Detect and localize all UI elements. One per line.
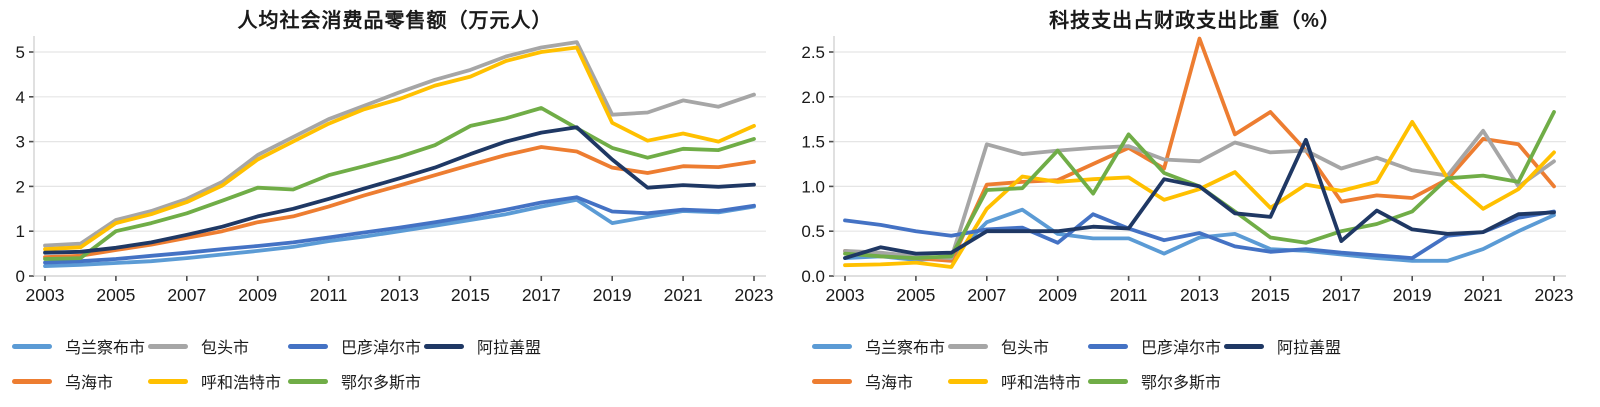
x-tick-label: 2009 [1038, 285, 1077, 305]
series-line [43, 195, 756, 265]
x-tick-label: 2023 [1535, 285, 1574, 305]
legend-item: 包头市 [948, 334, 1088, 358]
x-tick-label: 2013 [1180, 285, 1219, 305]
legend-item: 乌兰察布市 [12, 334, 148, 358]
y-tick-label: 2.0 [801, 88, 825, 107]
x-tick-label: 2003 [826, 285, 865, 305]
legend-label: 乌海市 [865, 375, 914, 392]
legend-label: 乌海市 [65, 375, 114, 392]
legend-label: 阿拉善盟 [1277, 340, 1342, 357]
chart-title-tech-spending: 科技支出占财政支出比重（%） [1049, 10, 1341, 32]
x-tick-label: 2023 [735, 285, 774, 305]
legend-tech-spending: 乌兰察布市 包头市 巴彦淖尔市 阿拉善盟乌海市 呼和浩特市 鄂尔多斯市 [812, 334, 1341, 393]
x-tick-label: 2017 [522, 285, 561, 305]
legend-item: 鄂尔多斯市 [288, 369, 424, 393]
legend-swatch-icon [812, 343, 852, 349]
legend-label: 阿拉善盟 [477, 340, 542, 357]
x-tick-label: 2013 [380, 285, 419, 305]
legend-swatch-icon [812, 378, 852, 384]
legend-label: 鄂尔多斯市 [341, 375, 422, 392]
x-tick-label: 2019 [593, 285, 632, 305]
legend-item: 呼和浩特市 [148, 369, 288, 393]
legend-label: 乌兰察布市 [65, 340, 146, 357]
legend-label: 乌兰察布市 [865, 340, 946, 357]
legend-swatch-icon [148, 343, 188, 349]
y-tick-label: 2.5 [801, 43, 825, 62]
legend-item: 乌海市 [812, 369, 948, 393]
legend-swatch-icon [1088, 378, 1128, 384]
y-tick-label: 0.0 [801, 267, 825, 286]
legend-item: 呼和浩特市 [948, 369, 1088, 393]
x-tick-label: 2005 [96, 285, 135, 305]
legend-label: 巴彦淖尔市 [341, 340, 422, 357]
legend-swatch-icon [948, 343, 988, 349]
x-tick-label: 2011 [310, 285, 348, 305]
legend-swatch-icon [424, 343, 464, 349]
series-line [43, 125, 756, 255]
series-line [843, 120, 1556, 269]
series-line [843, 36, 1556, 263]
chart-title-retail: 人均社会消费品零售额（万元人） [237, 10, 553, 32]
legend-swatch-icon [12, 343, 52, 349]
legend-label: 鄂尔多斯市 [1141, 375, 1222, 392]
y-tick-label: 4 [16, 88, 25, 107]
series-line [43, 45, 756, 252]
y-tick-label: 0.5 [801, 222, 825, 241]
x-tick-label: 2021 [1464, 285, 1503, 305]
legend-label: 包头市 [1001, 340, 1050, 357]
legend-label: 呼和浩特市 [1001, 375, 1082, 392]
line-chart-tech-spending: 0.0 0.5 1.0 1.5 2.0 2.5 2003 2005 2007 2009 2011 20… [801, 36, 1574, 305]
legend-retail: 乌兰察布市 包头市 巴彦淖尔市 阿拉善盟乌海市 呼和浩特市 鄂尔多斯市 [12, 334, 541, 393]
series-line [43, 106, 756, 261]
legend-label: 巴彦淖尔市 [1141, 340, 1222, 357]
legend-label: 呼和浩特市 [201, 375, 282, 392]
y-tick-label: 3 [16, 133, 25, 152]
chart-panel-retail: 人均社会消费品零售额（万元人） 0 1 2 3 4 5 2003 2005 2007 2009 20… [12, 10, 774, 393]
legend-swatch-icon [12, 378, 52, 384]
x-tick-label: 2007 [167, 285, 206, 305]
y-tick-label: 5 [16, 43, 25, 62]
legend-item: 包头市 [148, 334, 288, 358]
x-tick-label: 2021 [664, 285, 703, 305]
x-tick-label: 2019 [1393, 285, 1432, 305]
series-line [43, 197, 756, 269]
legend-item: 巴彦淖尔市 [288, 334, 424, 358]
legend-label: 包头市 [201, 340, 250, 357]
x-tick-label: 2011 [1110, 285, 1148, 305]
x-tick-label: 2003 [26, 285, 65, 305]
legend-swatch-icon [1224, 343, 1264, 349]
legend-item: 乌海市 [12, 369, 148, 393]
legend-swatch-icon [948, 378, 988, 384]
legend-item: 鄂尔多斯市 [1088, 369, 1224, 393]
x-tick-label: 2015 [451, 285, 490, 305]
y-tick-label: 0 [16, 267, 25, 286]
y-tick-label: 1.0 [801, 177, 825, 196]
series-line [843, 137, 1556, 261]
x-tick-label: 2005 [896, 285, 935, 305]
y-tick-label: 1 [16, 222, 25, 241]
x-tick-label: 2009 [238, 285, 277, 305]
series-line [43, 40, 756, 248]
y-tick-label: 1.5 [801, 133, 825, 152]
chart-panel-tech-spending: 科技支出占财政支出比重（%） 0.0 0.5 1.0 1.5 2.0 2.5 2003 200… [800, 0, 1600, 407]
x-tick-label: 2015 [1251, 285, 1290, 305]
legend-swatch-icon [288, 378, 328, 384]
x-tick-label: 2017 [1322, 285, 1361, 305]
legend-item: 乌兰察布市 [812, 334, 948, 358]
legend-item: 阿拉善盟 [1224, 334, 1341, 358]
legend-swatch-icon [148, 378, 188, 384]
legend-item: 阿拉善盟 [424, 334, 541, 358]
legend-swatch-icon [288, 343, 328, 349]
legend-swatch-icon [1088, 343, 1128, 349]
series-line [43, 145, 756, 260]
x-tick-label: 2007 [967, 285, 1006, 305]
series-line [843, 128, 1556, 261]
y-tick-label: 2 [16, 177, 25, 196]
line-chart-retail: 0 1 2 3 4 5 2003 2005 2007 2009 2011 2013 2015 2017 20… [16, 36, 774, 305]
legend-item: 巴彦淖尔市 [1088, 334, 1224, 358]
